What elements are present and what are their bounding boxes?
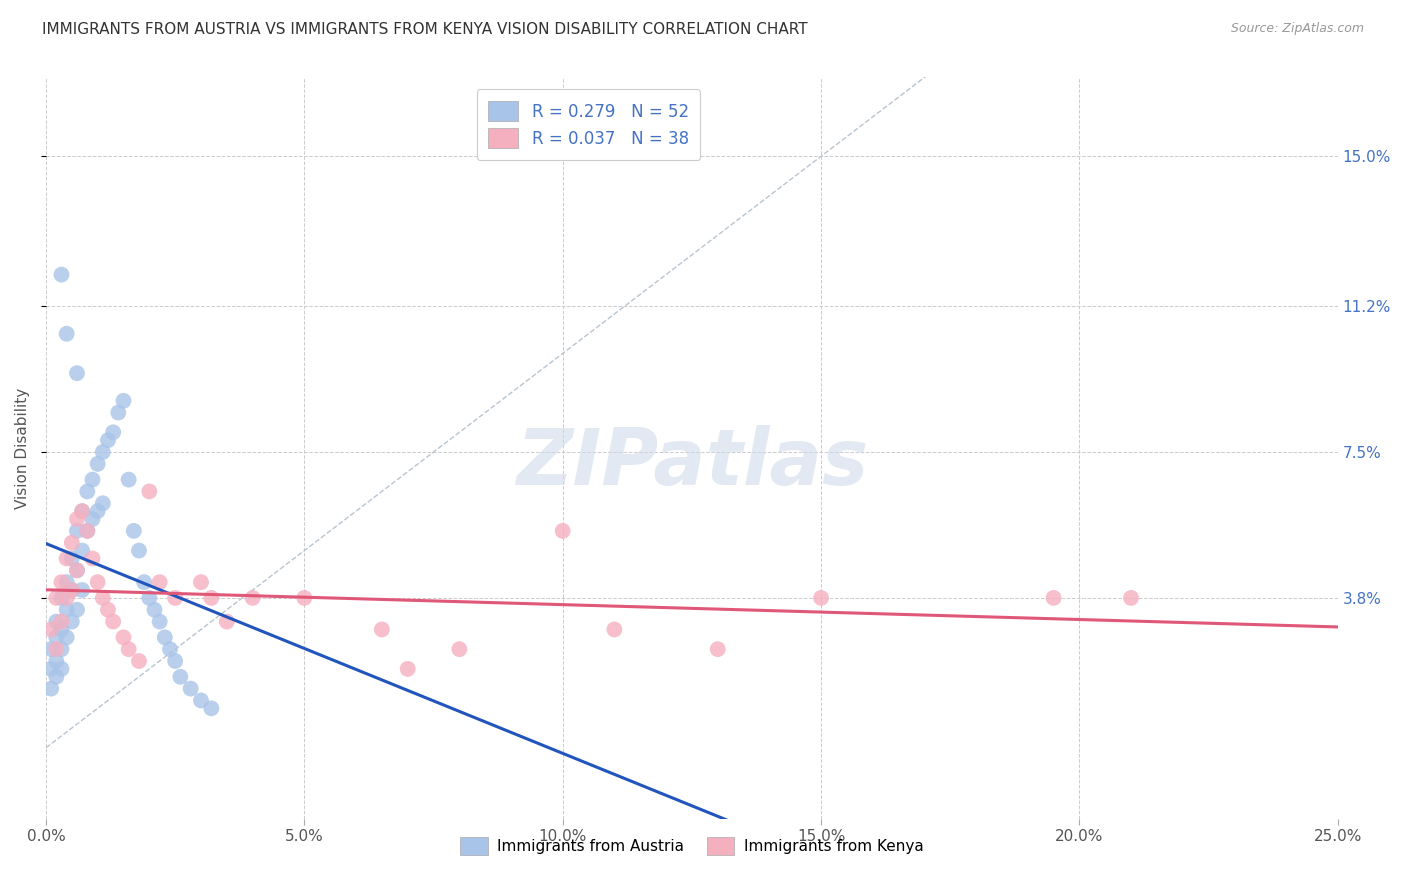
Point — [51, 642, 73, 657]
Point — [117, 473, 139, 487]
Point — [60, 582, 83, 597]
Point — [97, 603, 120, 617]
Point — [45, 631, 67, 645]
Point — [45, 591, 67, 605]
Point — [112, 393, 135, 408]
Point — [101, 615, 124, 629]
Point — [117, 642, 139, 657]
Point — [55, 326, 77, 341]
Point — [603, 623, 626, 637]
Point — [86, 457, 108, 471]
Point — [66, 563, 89, 577]
Point — [45, 642, 67, 657]
Point — [55, 591, 77, 605]
Point — [45, 615, 67, 629]
Point — [66, 524, 89, 538]
Point — [51, 662, 73, 676]
Point — [215, 615, 238, 629]
Point — [55, 575, 77, 590]
Point — [51, 615, 73, 629]
Point — [45, 654, 67, 668]
Point — [66, 512, 89, 526]
Point — [149, 615, 172, 629]
Point — [70, 504, 93, 518]
Point — [39, 662, 62, 676]
Point — [51, 575, 73, 590]
Y-axis label: Vision Disability: Vision Disability — [15, 387, 30, 508]
Point — [1042, 591, 1064, 605]
Point — [39, 642, 62, 657]
Point — [159, 642, 181, 657]
Point — [97, 433, 120, 447]
Point — [128, 654, 150, 668]
Point — [138, 591, 160, 605]
Point — [55, 631, 77, 645]
Point — [169, 670, 191, 684]
Point — [82, 551, 104, 566]
Point — [60, 582, 83, 597]
Point — [242, 591, 264, 605]
Point — [76, 524, 98, 538]
Point — [165, 654, 187, 668]
Point — [76, 484, 98, 499]
Point — [449, 642, 471, 657]
Point — [190, 575, 212, 590]
Point — [101, 425, 124, 440]
Point — [51, 591, 73, 605]
Point — [45, 670, 67, 684]
Point — [39, 681, 62, 696]
Point — [91, 445, 114, 459]
Text: ZIPatlas: ZIPatlas — [516, 425, 868, 501]
Point — [86, 504, 108, 518]
Point — [371, 623, 394, 637]
Point — [396, 662, 419, 676]
Point — [706, 642, 728, 657]
Point — [70, 543, 93, 558]
Point — [91, 496, 114, 510]
Point — [66, 563, 89, 577]
Point — [82, 473, 104, 487]
Point — [153, 631, 176, 645]
Point — [165, 591, 187, 605]
Legend: Immigrants from Austria, Immigrants from Kenya: Immigrants from Austria, Immigrants from… — [453, 829, 931, 863]
Point — [51, 623, 73, 637]
Point — [149, 575, 172, 590]
Point — [70, 504, 93, 518]
Point — [810, 591, 832, 605]
Point — [70, 582, 93, 597]
Point — [292, 591, 315, 605]
Point — [66, 603, 89, 617]
Point — [134, 575, 156, 590]
Point — [39, 623, 62, 637]
Point — [55, 551, 77, 566]
Point — [180, 681, 202, 696]
Point — [76, 524, 98, 538]
Point — [112, 631, 135, 645]
Point — [60, 615, 83, 629]
Point — [551, 524, 574, 538]
Point — [143, 603, 166, 617]
Point — [1119, 591, 1142, 605]
Point — [200, 701, 222, 715]
Point — [138, 484, 160, 499]
Point — [66, 366, 89, 380]
Point — [82, 512, 104, 526]
Point — [60, 551, 83, 566]
Text: Source: ZipAtlas.com: Source: ZipAtlas.com — [1230, 22, 1364, 36]
Point — [60, 535, 83, 549]
Point — [190, 693, 212, 707]
Point — [51, 268, 73, 282]
Point — [55, 603, 77, 617]
Text: IMMIGRANTS FROM AUSTRIA VS IMMIGRANTS FROM KENYA VISION DISABILITY CORRELATION C: IMMIGRANTS FROM AUSTRIA VS IMMIGRANTS FR… — [42, 22, 808, 37]
Point — [107, 406, 129, 420]
Point — [200, 591, 222, 605]
Point — [122, 524, 145, 538]
Point — [128, 543, 150, 558]
Point — [86, 575, 108, 590]
Point — [91, 591, 114, 605]
